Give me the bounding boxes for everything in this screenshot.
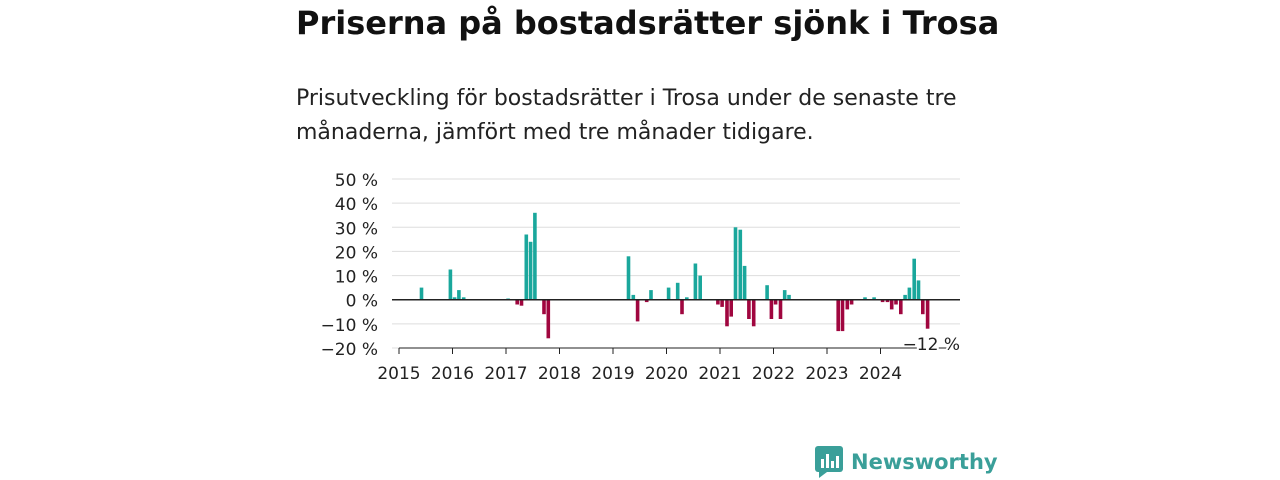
y-tick-label: −10 %: [321, 316, 378, 336]
bar: [849, 299, 854, 305]
bar: [680, 299, 684, 315]
bar: [885, 299, 890, 303]
bar: [747, 299, 751, 319]
bar: [461, 297, 466, 300]
bar: [742, 265, 747, 300]
bar: [880, 299, 885, 303]
x-tick-label: 2016: [431, 364, 474, 384]
x-tick-label: 2015: [377, 364, 420, 384]
bar: [903, 294, 907, 300]
bar: [729, 299, 733, 317]
newsworthy-logo-icon: [815, 446, 843, 478]
y-tick-label: 0 %: [346, 292, 378, 312]
y-tick-label: 30 %: [335, 219, 378, 239]
y-tick-label: 20 %: [335, 243, 378, 263]
chart-subtitle: Prisutveckling för bostadsrätter i Trosa…: [296, 86, 957, 145]
x-tick-label: 2024: [859, 364, 902, 384]
bar: [738, 229, 743, 300]
bar: [452, 297, 457, 300]
bar: [631, 294, 636, 300]
bar: [644, 299, 649, 303]
bar: [907, 287, 912, 300]
bar: [840, 299, 845, 332]
y-tick-label: 10 %: [335, 268, 378, 288]
bar: [845, 299, 850, 310]
bar: [733, 227, 738, 300]
bar: [685, 297, 689, 300]
page-title: Priserna på bostadsrätter sjönk i Trosa: [296, 4, 1000, 42]
bar: [515, 299, 519, 305]
bar: [751, 299, 756, 327]
bar: [546, 299, 551, 339]
bar: [889, 299, 894, 310]
x-tick-label: 2019: [591, 364, 634, 384]
bar: [773, 299, 778, 305]
bar: [419, 287, 424, 300]
bar: [542, 299, 546, 315]
x-tick-label: 2021: [698, 364, 741, 384]
bar: [765, 285, 769, 300]
newsworthy-logo: Newsworthy: [815, 446, 998, 478]
bar: [899, 299, 903, 315]
bar: [925, 299, 930, 329]
bar: [725, 299, 729, 327]
bar: [720, 299, 724, 307]
bar: [782, 290, 787, 300]
bar: [787, 294, 791, 300]
x-tick-label: 2022: [752, 364, 795, 384]
bar: [894, 299, 898, 305]
bar: [863, 297, 867, 300]
last-value-annotation: −12 %: [903, 335, 960, 355]
bar: [524, 234, 529, 300]
x-tick-label: 2023: [805, 364, 848, 384]
bar: [872, 297, 876, 300]
bar: [769, 299, 774, 319]
bar: [666, 287, 671, 300]
bar: [626, 256, 631, 300]
bar: [778, 299, 783, 319]
y-tick-label: 50 %: [335, 171, 378, 191]
bar: [649, 290, 653, 300]
bar: [916, 280, 921, 300]
brand-name: Newsworthy: [851, 450, 998, 474]
y-tick-label: 40 %: [335, 195, 378, 215]
bar: [519, 299, 524, 306]
y-tick-label: −20 %: [321, 340, 378, 360]
x-tick-label: 2017: [484, 364, 527, 384]
bar: [533, 212, 537, 300]
bar: [921, 299, 925, 315]
bar: [635, 299, 640, 322]
x-tick-label: 2020: [645, 364, 688, 384]
bar: [698, 275, 702, 300]
bar: [693, 263, 698, 300]
bar: [528, 241, 533, 300]
bar: [836, 299, 840, 332]
bar: [457, 290, 461, 300]
bar: [448, 269, 453, 300]
bar: [912, 258, 916, 300]
bar: [716, 299, 720, 305]
bar: [675, 282, 680, 300]
x-tick-label: 2018: [538, 364, 581, 384]
